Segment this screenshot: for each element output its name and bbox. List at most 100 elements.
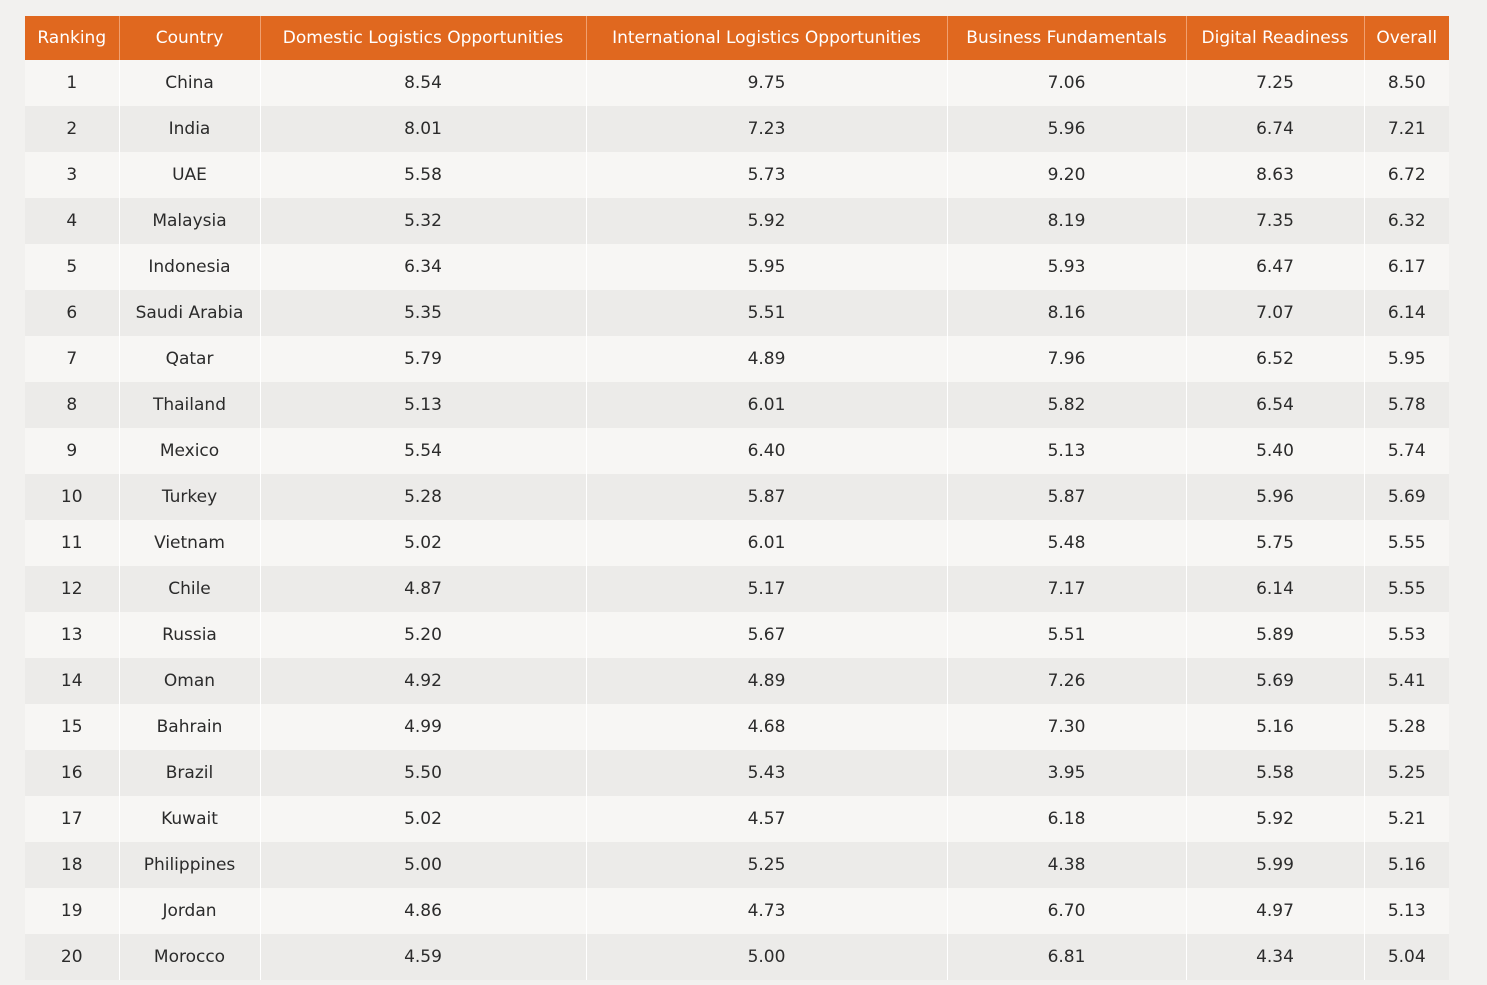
table-row: 20 Morocco 4.59 5.00 6.81 4.34 5.04 xyxy=(25,934,1449,980)
cell-ranking: 12 xyxy=(25,566,120,612)
cell-digital: 5.58 xyxy=(1186,750,1365,796)
cell-business: 5.13 xyxy=(947,428,1187,474)
cell-domestic: 4.92 xyxy=(260,658,587,704)
cell-domestic: 8.54 xyxy=(260,60,587,106)
cell-overall: 5.28 xyxy=(1364,704,1449,750)
header-domestic-logistics[interactable]: Domestic Logistics Opportunities xyxy=(260,16,587,60)
cell-international: 5.87 xyxy=(586,474,948,520)
cell-digital: 5.40 xyxy=(1186,428,1365,474)
cell-business: 5.87 xyxy=(947,474,1187,520)
table-row: 10 Turkey 5.28 5.87 5.87 5.96 5.69 xyxy=(25,474,1449,520)
cell-domestic: 5.79 xyxy=(260,336,587,382)
header-digital-readiness[interactable]: Digital Readiness xyxy=(1186,16,1365,60)
cell-ranking: 11 xyxy=(25,520,120,566)
cell-country: Oman xyxy=(119,658,261,704)
header-ranking[interactable]: Ranking xyxy=(25,16,120,60)
cell-country: Chile xyxy=(119,566,261,612)
cell-overall: 5.25 xyxy=(1364,750,1449,796)
table-row: 11 Vietnam 5.02 6.01 5.48 5.75 5.55 xyxy=(25,520,1449,566)
cell-domestic: 6.34 xyxy=(260,244,587,290)
table-body: 1 China 8.54 9.75 7.06 7.25 8.50 2 India 8.01 7.23… xyxy=(25,60,1449,980)
cell-business: 6.70 xyxy=(947,888,1187,934)
cell-ranking: 16 xyxy=(25,750,120,796)
cell-business: 5.48 xyxy=(947,520,1187,566)
cell-international: 7.23 xyxy=(586,106,948,152)
cell-digital: 7.35 xyxy=(1186,198,1365,244)
cell-overall: 5.53 xyxy=(1364,612,1449,658)
cell-digital: 6.52 xyxy=(1186,336,1365,382)
cell-overall: 8.50 xyxy=(1364,60,1449,106)
table-row: 1 China 8.54 9.75 7.06 7.25 8.50 xyxy=(25,60,1449,106)
table-row: 9 Mexico 5.54 6.40 5.13 5.40 5.74 xyxy=(25,428,1449,474)
cell-ranking: 5 xyxy=(25,244,120,290)
cell-domestic: 4.99 xyxy=(260,704,587,750)
cell-country: Turkey xyxy=(119,474,261,520)
cell-business: 5.51 xyxy=(947,612,1187,658)
cell-international: 5.67 xyxy=(586,612,948,658)
cell-country: Russia xyxy=(119,612,261,658)
cell-international: 6.01 xyxy=(586,520,948,566)
cell-business: 7.96 xyxy=(947,336,1187,382)
cell-business: 7.17 xyxy=(947,566,1187,612)
header-international-logistics[interactable]: International Logistics Opportunities xyxy=(586,16,948,60)
cell-country: Malaysia xyxy=(119,198,261,244)
cell-domestic: 5.20 xyxy=(260,612,587,658)
header-overall[interactable]: Overall xyxy=(1364,16,1449,60)
cell-ranking: 14 xyxy=(25,658,120,704)
cell-international: 5.25 xyxy=(586,842,948,888)
cell-country: China xyxy=(119,60,261,106)
table-row: 15 Bahrain 4.99 4.68 7.30 5.16 5.28 xyxy=(25,704,1449,750)
cell-overall: 5.74 xyxy=(1364,428,1449,474)
cell-overall: 5.13 xyxy=(1364,888,1449,934)
cell-overall: 5.41 xyxy=(1364,658,1449,704)
cell-international: 6.01 xyxy=(586,382,948,428)
cell-ranking: 2 xyxy=(25,106,120,152)
cell-digital: 5.92 xyxy=(1186,796,1365,842)
cell-business: 7.26 xyxy=(947,658,1187,704)
cell-international: 4.89 xyxy=(586,658,948,704)
cell-domestic: 5.58 xyxy=(260,152,587,198)
cell-ranking: 15 xyxy=(25,704,120,750)
cell-overall: 5.55 xyxy=(1364,520,1449,566)
header-country[interactable]: Country xyxy=(119,16,261,60)
cell-digital: 7.25 xyxy=(1186,60,1365,106)
cell-domestic: 4.86 xyxy=(260,888,587,934)
cell-digital: 5.75 xyxy=(1186,520,1365,566)
table-row: 2 India 8.01 7.23 5.96 6.74 7.21 xyxy=(25,106,1449,152)
cell-country: Morocco xyxy=(119,934,261,980)
cell-ranking: 7 xyxy=(25,336,120,382)
cell-country: Saudi Arabia xyxy=(119,290,261,336)
cell-business: 6.18 xyxy=(947,796,1187,842)
cell-digital: 6.54 xyxy=(1186,382,1365,428)
cell-ranking: 20 xyxy=(25,934,120,980)
cell-international: 5.95 xyxy=(586,244,948,290)
cell-digital: 4.34 xyxy=(1186,934,1365,980)
cell-business: 5.93 xyxy=(947,244,1187,290)
cell-overall: 5.16 xyxy=(1364,842,1449,888)
cell-digital: 5.16 xyxy=(1186,704,1365,750)
cell-digital: 5.69 xyxy=(1186,658,1365,704)
cell-overall: 5.21 xyxy=(1364,796,1449,842)
table-row: 19 Jordan 4.86 4.73 6.70 4.97 5.13 xyxy=(25,888,1449,934)
table-row: 6 Saudi Arabia 5.35 5.51 8.16 7.07 6.14 xyxy=(25,290,1449,336)
cell-digital: 5.96 xyxy=(1186,474,1365,520)
cell-international: 4.73 xyxy=(586,888,948,934)
cell-digital: 5.89 xyxy=(1186,612,1365,658)
cell-country: Bahrain xyxy=(119,704,261,750)
cell-digital: 6.47 xyxy=(1186,244,1365,290)
cell-domestic: 5.02 xyxy=(260,520,587,566)
cell-ranking: 9 xyxy=(25,428,120,474)
cell-overall: 5.95 xyxy=(1364,336,1449,382)
header-business-fundamentals[interactable]: Business Fundamentals xyxy=(947,16,1187,60)
table-row: 8 Thailand 5.13 6.01 5.82 6.54 5.78 xyxy=(25,382,1449,428)
cell-country: UAE xyxy=(119,152,261,198)
cell-ranking: 18 xyxy=(25,842,120,888)
table-row: 14 Oman 4.92 4.89 7.26 5.69 5.41 xyxy=(25,658,1449,704)
cell-digital: 6.14 xyxy=(1186,566,1365,612)
cell-business: 8.16 xyxy=(947,290,1187,336)
cell-business: 3.95 xyxy=(947,750,1187,796)
logistics-ranking-table: Ranking Country Domestic Logistics Oppor… xyxy=(25,16,1449,980)
table-row: 13 Russia 5.20 5.67 5.51 5.89 5.53 xyxy=(25,612,1449,658)
cell-international: 6.40 xyxy=(586,428,948,474)
cell-international: 5.17 xyxy=(586,566,948,612)
